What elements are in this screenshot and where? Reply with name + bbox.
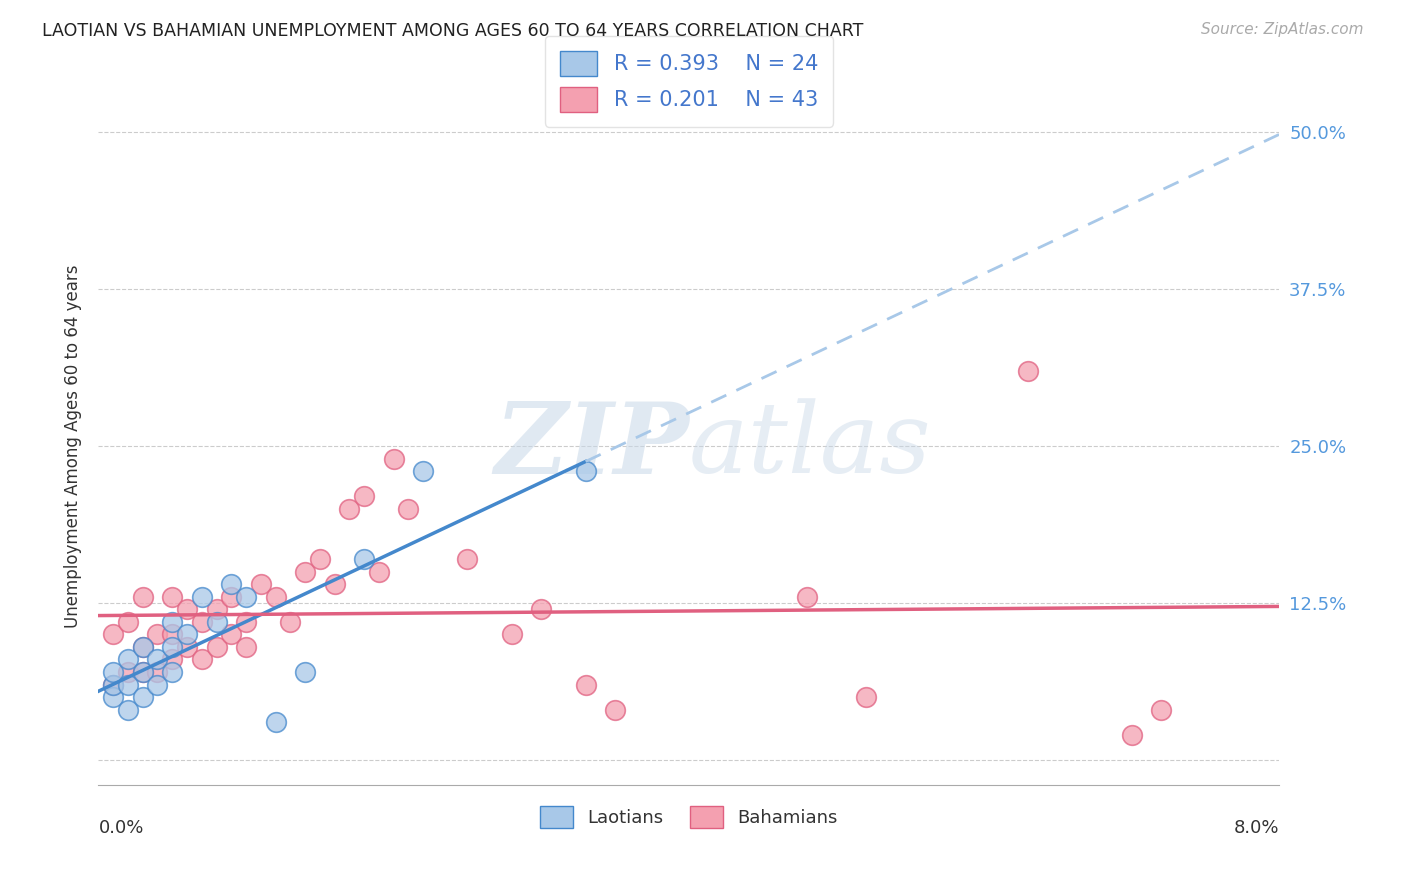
Point [221,627,243,641]
Point [221,590,243,604]
Point [146,652,169,666]
Point [146,665,169,679]
Text: atlas: atlas [689,399,932,493]
Point [162,652,183,666]
Point [250,577,273,591]
Point [382,451,405,466]
Point [235,615,257,629]
Point [353,489,375,503]
Point [162,665,183,679]
Point [176,640,198,654]
Point [575,677,598,691]
Point [1121,728,1143,742]
Text: LAOTIAN VS BAHAMIAN UNEMPLOYMENT AMONG AGES 60 TO 64 YEARS CORRELATION CHART: LAOTIAN VS BAHAMIAN UNEMPLOYMENT AMONG A… [42,22,863,40]
Point [368,565,391,579]
Point [575,464,598,478]
Point [191,590,214,604]
Text: 8.0%: 8.0% [1234,819,1279,837]
Point [205,615,228,629]
Point [855,690,877,704]
Point [103,690,125,704]
Point [146,677,169,691]
Point [264,590,287,604]
Point [1150,703,1173,717]
Point [264,715,287,730]
Point [309,552,332,566]
Point [605,703,627,717]
Point [235,590,257,604]
Point [132,665,155,679]
Text: Source: ZipAtlas.com: Source: ZipAtlas.com [1201,22,1364,37]
Point [132,640,155,654]
Point [205,602,228,616]
Point [176,627,198,641]
Text: ZIP: ZIP [494,398,689,494]
Point [339,501,361,516]
Point [457,552,479,566]
Point [191,615,214,629]
Y-axis label: Unemployment Among Ages 60 to 64 years: Unemployment Among Ages 60 to 64 years [63,264,82,628]
Point [191,652,214,666]
Point [294,665,316,679]
Point [235,640,257,654]
Point [132,690,155,704]
Point [1018,364,1040,378]
Point [103,677,125,691]
Point [117,665,139,679]
Point [530,602,553,616]
Point [501,627,523,641]
Point [162,640,183,654]
Point [117,677,139,691]
Point [132,665,155,679]
Point [205,640,228,654]
Text: 0.0%: 0.0% [98,819,143,837]
Point [146,627,169,641]
Point [117,703,139,717]
Point [796,590,818,604]
Point [398,501,420,516]
Point [323,577,346,591]
Point [294,565,316,579]
Point [162,590,183,604]
Point [103,627,125,641]
Point [176,602,198,616]
Point [132,590,155,604]
Point [162,627,183,641]
Point [103,665,125,679]
Point [412,464,434,478]
Point [117,652,139,666]
Legend: Laotians, Bahamians: Laotians, Bahamians [531,797,846,837]
Point [103,677,125,691]
Point [162,615,183,629]
Point [132,640,155,654]
Point [221,577,243,591]
Point [117,615,139,629]
Point [353,552,375,566]
Point [280,615,302,629]
